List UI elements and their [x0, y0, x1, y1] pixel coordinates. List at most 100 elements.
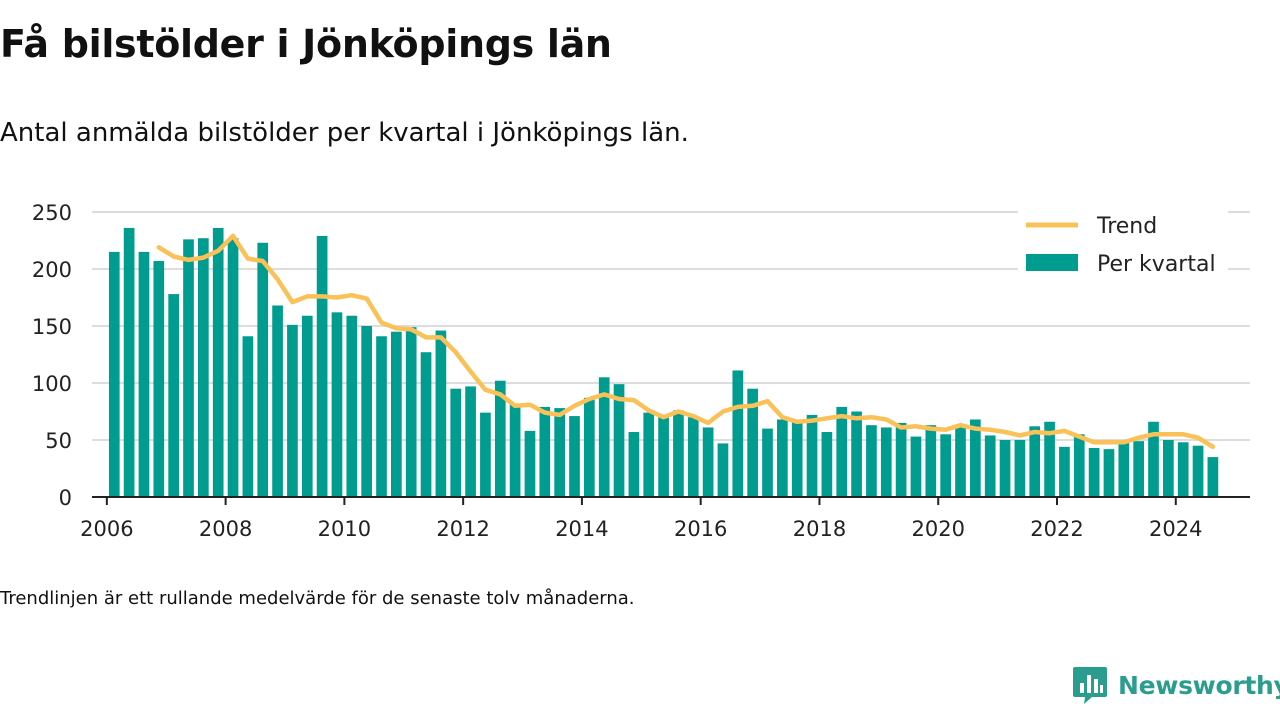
x-tick-label: 2022 — [1030, 517, 1083, 541]
y-tick-label: 250 — [32, 201, 72, 225]
bar — [420, 352, 432, 497]
bar — [702, 427, 714, 497]
legend: Trend Per kvartal — [1018, 206, 1228, 284]
bar — [569, 416, 580, 497]
bar — [287, 324, 298, 497]
bar — [1029, 426, 1041, 497]
bar — [138, 251, 150, 497]
x-tick-label: 2012 — [436, 517, 489, 541]
bar — [391, 331, 402, 497]
y-axis: 0 50 100 150 200 250 — [32, 201, 72, 510]
bar — [346, 315, 358, 497]
bar — [643, 412, 655, 497]
bar — [925, 425, 937, 497]
bar — [910, 436, 922, 497]
bar — [465, 386, 476, 497]
bar — [762, 428, 773, 497]
bar — [198, 238, 209, 497]
bar — [791, 421, 803, 497]
bar — [1073, 434, 1085, 497]
bar — [821, 432, 833, 497]
y-tick-label: 50 — [45, 429, 72, 453]
bar — [554, 408, 565, 497]
bar — [376, 336, 387, 497]
bar — [405, 327, 417, 497]
legend-bar-swatch — [1026, 254, 1078, 271]
legend-bar-label: Per kvartal — [1097, 252, 1216, 277]
bar — [673, 410, 684, 497]
x-axis: 2006 2008 2010 2012 2014 2016 2018 2020 2022 2024 — [80, 497, 1202, 541]
logo-text: Newsworthy — [1118, 670, 1280, 700]
y-tick-label: 150 — [32, 315, 72, 339]
bar — [168, 294, 179, 497]
bar — [242, 336, 254, 497]
bar — [153, 261, 165, 497]
bar — [227, 238, 239, 497]
bar — [108, 251, 120, 497]
bar — [880, 427, 892, 497]
x-tick-label: 2020 — [912, 517, 965, 541]
y-tick-label: 200 — [32, 258, 72, 282]
bar — [1192, 445, 1204, 497]
bar — [509, 403, 521, 497]
bar — [316, 235, 328, 497]
bar — [1177, 442, 1189, 497]
x-tick-label: 2016 — [674, 517, 727, 541]
bar — [1088, 447, 1100, 497]
bar-chart: 0 50 100 150 200 250 2006 2008 2010 2012 2014 2016… — [32, 201, 1250, 541]
bar — [777, 419, 788, 497]
bar — [183, 239, 194, 498]
bar — [970, 419, 981, 497]
y-tick-label: 100 — [32, 372, 72, 396]
bar — [480, 412, 491, 497]
bar — [598, 377, 610, 497]
bar — [687, 417, 699, 497]
bar — [1103, 449, 1115, 497]
footnote: Trendlinjen är ett rullande medelvärde f… — [0, 588, 635, 609]
bar — [717, 443, 729, 497]
bar — [628, 432, 640, 497]
x-tick-label: 2006 — [80, 517, 133, 541]
x-tick-label: 2024 — [1149, 517, 1202, 541]
bar — [301, 315, 313, 497]
chart-title: Få bilstölder i Jönköpings län — [0, 22, 612, 66]
bar — [1163, 440, 1174, 497]
bar — [1014, 440, 1026, 497]
bar — [524, 430, 536, 497]
x-tick-label: 2010 — [318, 517, 371, 541]
bar — [450, 388, 462, 497]
bar — [435, 330, 447, 497]
bar — [851, 411, 862, 497]
bar — [747, 388, 758, 497]
bar — [732, 370, 744, 497]
bar — [331, 312, 343, 497]
bar — [895, 422, 907, 497]
x-tick-label: 2018 — [793, 517, 846, 541]
bar — [1118, 440, 1130, 497]
bar — [613, 384, 625, 497]
bar — [658, 417, 669, 497]
bar — [866, 425, 877, 497]
x-tick-label: 2008 — [199, 517, 252, 541]
bar — [806, 414, 818, 497]
bar-series — [108, 227, 1219, 498]
bar-chart-icon — [1073, 667, 1107, 704]
bar — [1148, 421, 1159, 497]
bar — [999, 440, 1011, 497]
bar — [123, 227, 135, 497]
bar — [984, 435, 996, 497]
bar — [272, 305, 283, 497]
bar — [584, 397, 595, 497]
chart-subtitle: Antal anmälda bilstölder per kvartal i J… — [0, 118, 689, 148]
bar — [212, 227, 224, 497]
bar — [955, 425, 966, 497]
y-tick-label: 0 — [59, 486, 72, 510]
bar — [1133, 441, 1144, 497]
trend-line — [156, 233, 1216, 450]
bar — [1044, 421, 1055, 497]
bar — [539, 406, 551, 497]
bar — [1059, 446, 1070, 497]
bar — [1207, 457, 1219, 497]
bar — [361, 326, 372, 497]
bar — [836, 406, 848, 497]
